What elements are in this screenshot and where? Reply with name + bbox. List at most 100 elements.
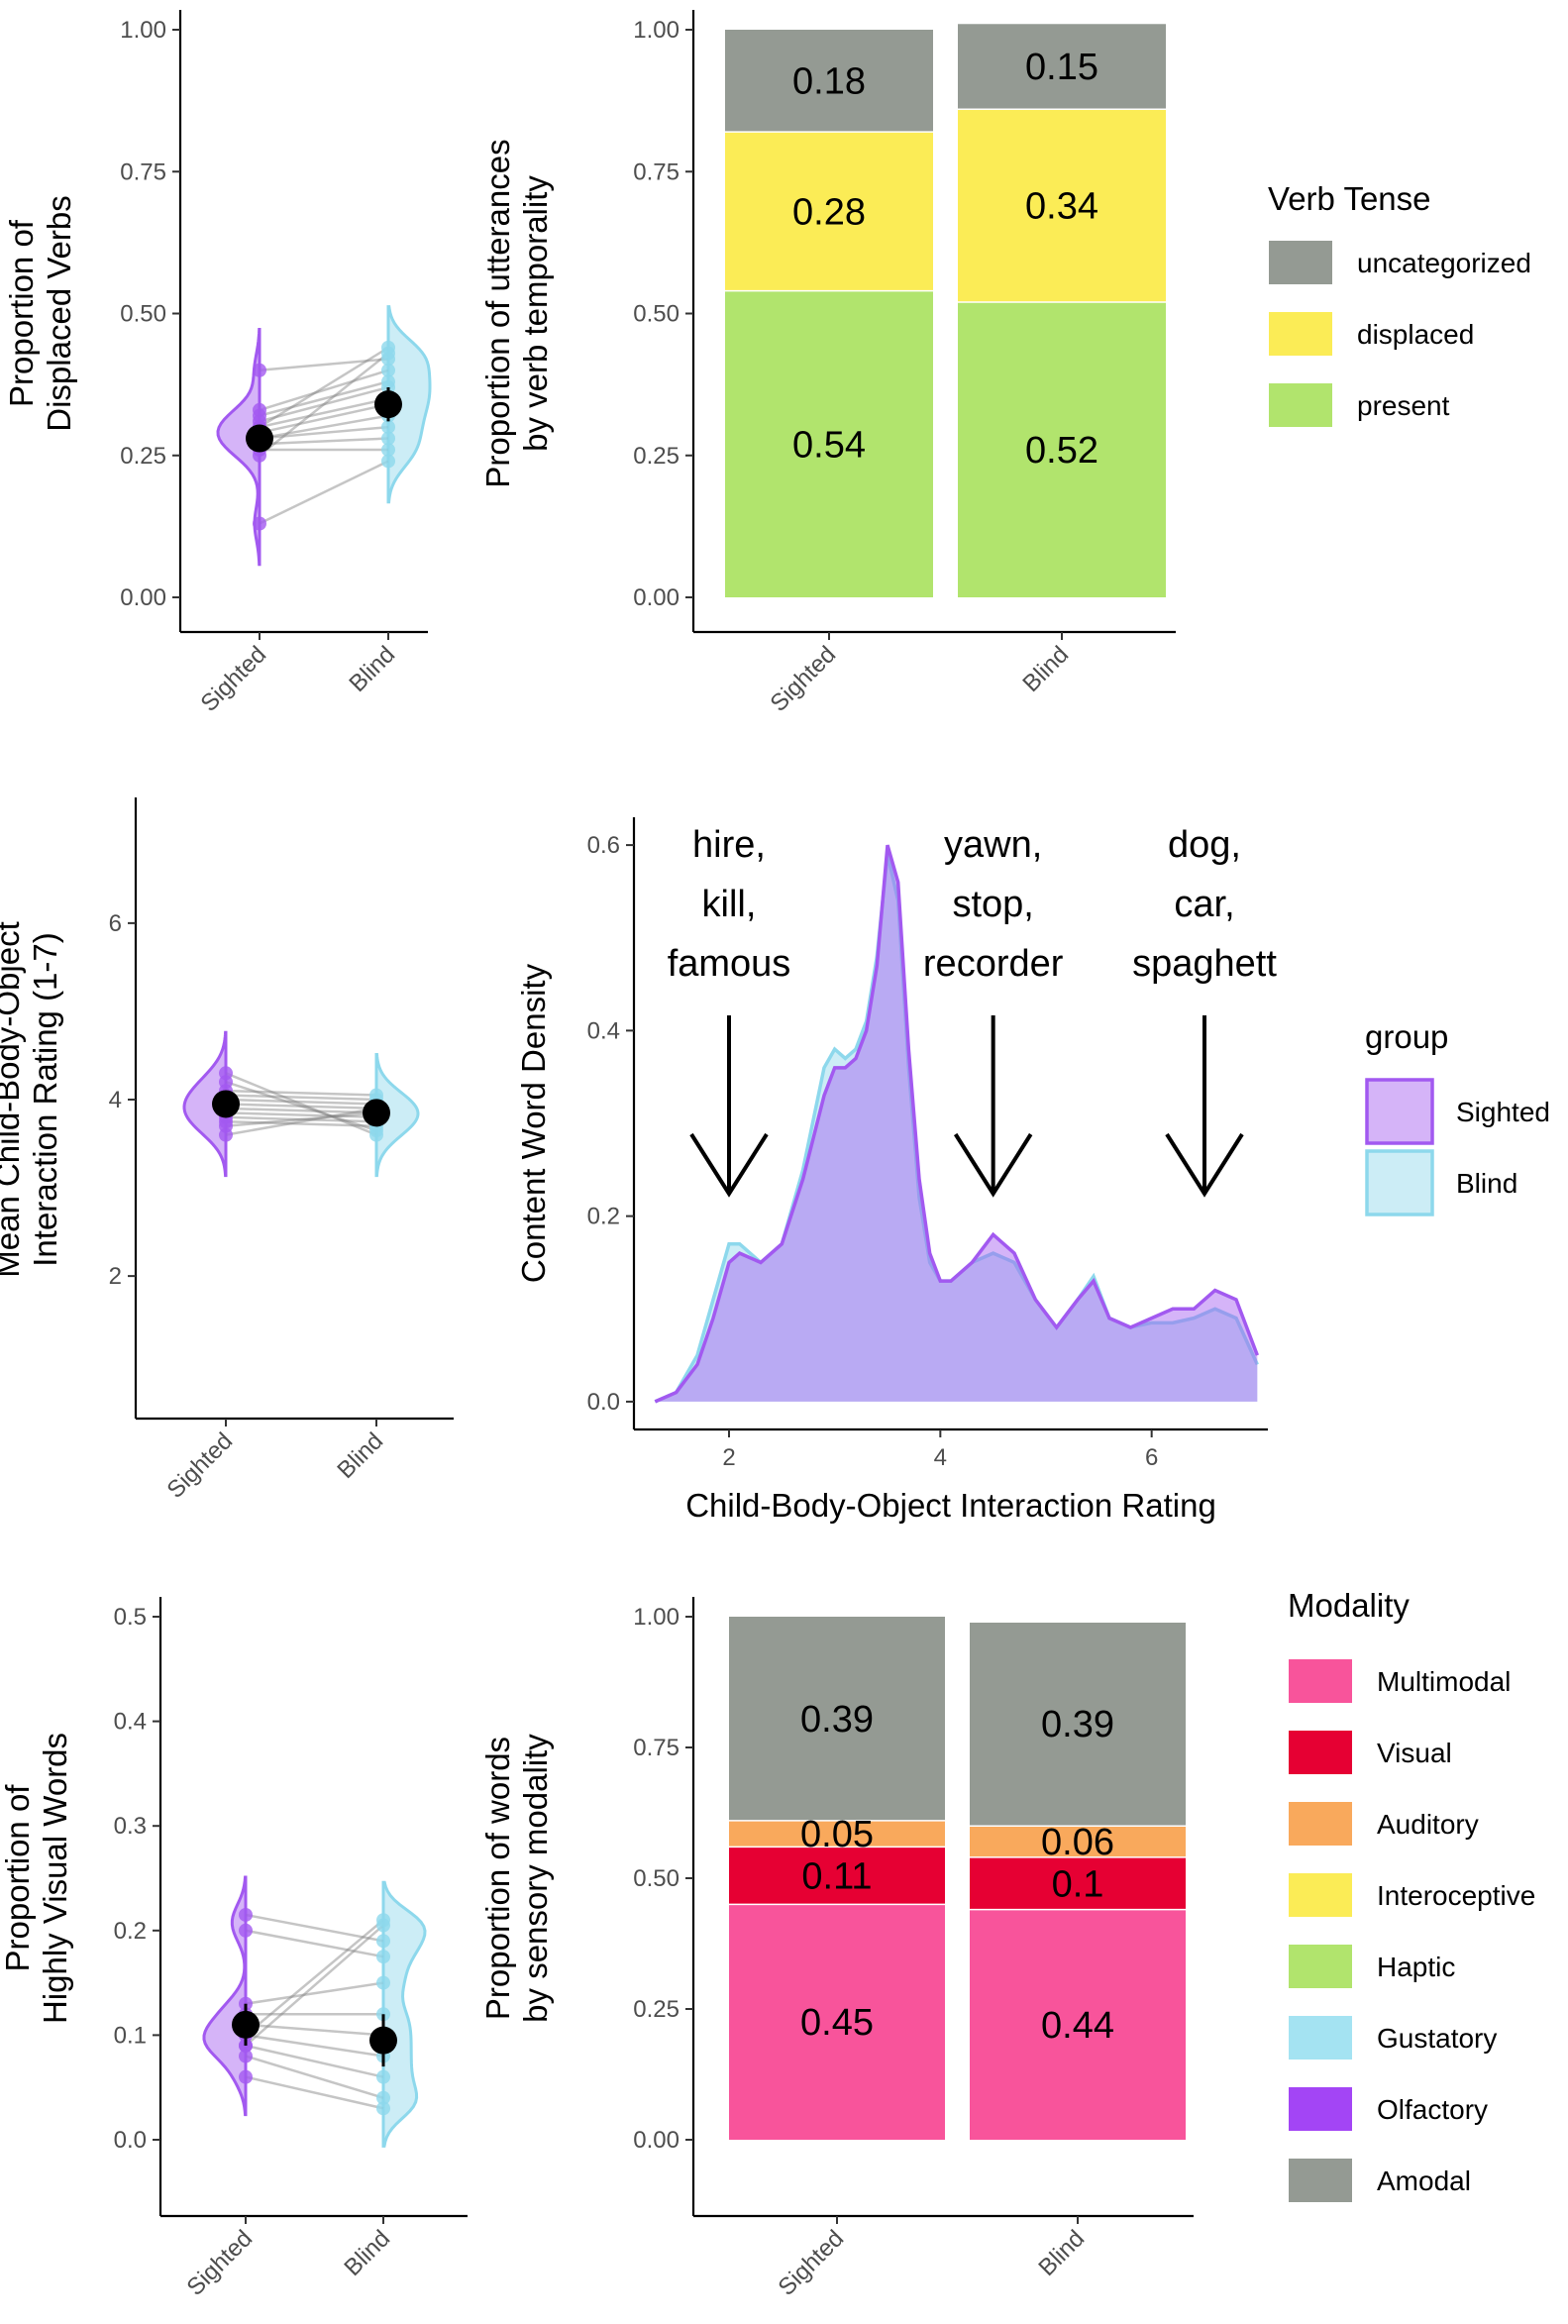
panel-interaction-rating: 2 4 6 Mean Child-Body-Object Interaction Rat…: [0, 797, 454, 1504]
x-tick-label: 4: [934, 1444, 947, 1471]
pair-line: [259, 460, 389, 525]
pair-line: [225, 1080, 377, 1132]
legend-key-blind: [1365, 1149, 1434, 1216]
data-label: 0.28: [792, 191, 866, 233]
density-area-sighted: [655, 845, 1258, 1402]
legend-label-displaced: displaced: [1357, 319, 1474, 350]
y-tick-label: 0.2: [114, 1918, 147, 1945]
data-label: 0.39: [800, 1699, 874, 1741]
pair-line: [245, 2034, 384, 2058]
data-label: 0.11: [801, 1855, 872, 1897]
annotation-text: recorder: [923, 943, 1064, 985]
data-point-sighted: [219, 1127, 233, 1142]
y-axis-title: Proportion of utterances: [479, 139, 516, 487]
bar-segment-visual: [729, 1847, 945, 1905]
legend-label-amodal: Amodal: [1377, 2166, 1471, 2196]
pair-line: [259, 402, 389, 435]
legend-label-haptic: Haptic: [1377, 1952, 1455, 1982]
y-tick-label: 0.75: [633, 1735, 679, 1761]
legend-title: Modality: [1288, 1587, 1410, 1624]
data-label: 0.15: [1025, 47, 1098, 88]
legend-label-present: present: [1357, 390, 1450, 421]
annotation-text: famous: [668, 943, 791, 985]
pair-line: [245, 2023, 384, 2037]
bar-segment-auditory: [729, 1820, 945, 1848]
x-tick-label: 6: [1145, 1444, 1158, 1471]
mean-point-sighted: [232, 2010, 260, 2039]
y-tick-label: 0.50: [633, 301, 679, 328]
bar-segment-amodal: [970, 1622, 1186, 1827]
pair-line: [245, 1913, 384, 1943]
data-point-blind: [376, 1913, 390, 1928]
legend-label-auditory: Auditory: [1377, 1809, 1479, 1840]
data-label: 0.34: [1025, 186, 1098, 228]
x-tick-label: Blind: [332, 1427, 388, 1484]
legend-label-gustatory: Gustatory: [1377, 2023, 1497, 2054]
x-tick-label: Blind: [1017, 641, 1074, 697]
bar-segment-visual: [970, 1856, 1186, 1910]
data-point-blind: [381, 363, 395, 377]
x-tick-label: Sighted: [766, 641, 842, 717]
data-point-sighted: [219, 1066, 233, 1081]
y-axis-title: Highly Visual Words: [37, 1733, 73, 2024]
y-axis-title: by sensory modality: [517, 1734, 554, 2023]
pair-line: [225, 1107, 377, 1136]
pair-line: [259, 346, 389, 429]
x-tick-label: Sighted: [196, 641, 272, 717]
bar-segment-present: [958, 302, 1166, 597]
mean-point-sighted: [212, 1090, 240, 1118]
legend-key-amodal: [1287, 2157, 1354, 2204]
mean-point-blind: [369, 2026, 397, 2055]
legend-key-auditory: [1287, 1800, 1354, 1848]
legend-key-interoceptive: [1287, 1871, 1354, 1919]
data-point-blind: [376, 1934, 390, 1949]
data-label: 0.39: [1041, 1704, 1114, 1745]
y-tick-label: 0.50: [633, 1865, 679, 1892]
y-tick-label: 0.0: [114, 2127, 147, 2154]
annotation-text: spaghett: [1132, 943, 1277, 985]
pair-line: [225, 1103, 377, 1110]
legend-title: group: [1365, 1018, 1448, 1055]
y-tick-label: 0.2: [587, 1204, 620, 1230]
pair-line: [225, 1111, 377, 1119]
y-axis-title: Proportion of words: [479, 1737, 516, 2020]
data-label: 0.54: [792, 424, 866, 466]
x-tick-label: 2: [722, 1444, 735, 1471]
panel-displaced-verbs: 0.00 0.25 0.50 0.75 1.00 Proportion of Displac…: [3, 10, 432, 717]
legend-key-gustatory: [1287, 2014, 1354, 2061]
y-tick-label: 6: [109, 910, 122, 937]
legend-key-present: [1267, 381, 1334, 429]
violin-sighted: [202, 1875, 248, 2117]
y-axis-title: Interaction Rating (1-7): [27, 932, 63, 1267]
annotation-arrowhead: [1165, 1132, 1244, 1198]
y-tick-label: 0.25: [120, 443, 166, 470]
data-point-blind: [381, 340, 395, 355]
data-point-blind: [376, 1950, 390, 1964]
data-point-blind: [376, 2101, 390, 2116]
data-point-blind: [381, 454, 395, 469]
y-tick-label: 0.4: [114, 1709, 147, 1736]
bar-segment-multimodal: [729, 1904, 945, 2140]
legend-key-haptic: [1287, 1943, 1354, 1990]
bar-segment-displaced: [958, 109, 1166, 303]
y-tick-label: 0.6: [587, 832, 620, 859]
legend-label-blind: Blind: [1456, 1168, 1517, 1199]
data-label: 0.05: [800, 1814, 874, 1855]
pair-line: [259, 437, 389, 446]
data-point-blind: [381, 420, 395, 435]
violin-blind: [381, 1880, 427, 2148]
pair-line: [225, 1107, 377, 1114]
legend-key-multimodal: [1287, 1657, 1354, 1705]
pair-line: [225, 1098, 377, 1106]
data-label: 0.52: [1025, 430, 1098, 472]
density-area-blind: [655, 854, 1258, 1402]
y-tick-label: 0.5: [114, 1604, 147, 1631]
data-point-blind: [369, 1088, 383, 1103]
y-axis-title: Mean Child-Body-Object: [0, 921, 26, 1278]
pair-line: [245, 1919, 384, 2037]
annotation-text: hire,: [692, 824, 766, 866]
annotation-arrowhead: [689, 1132, 769, 1198]
legend-key-uncategorized: [1267, 239, 1334, 286]
pair-line: [225, 1072, 377, 1136]
